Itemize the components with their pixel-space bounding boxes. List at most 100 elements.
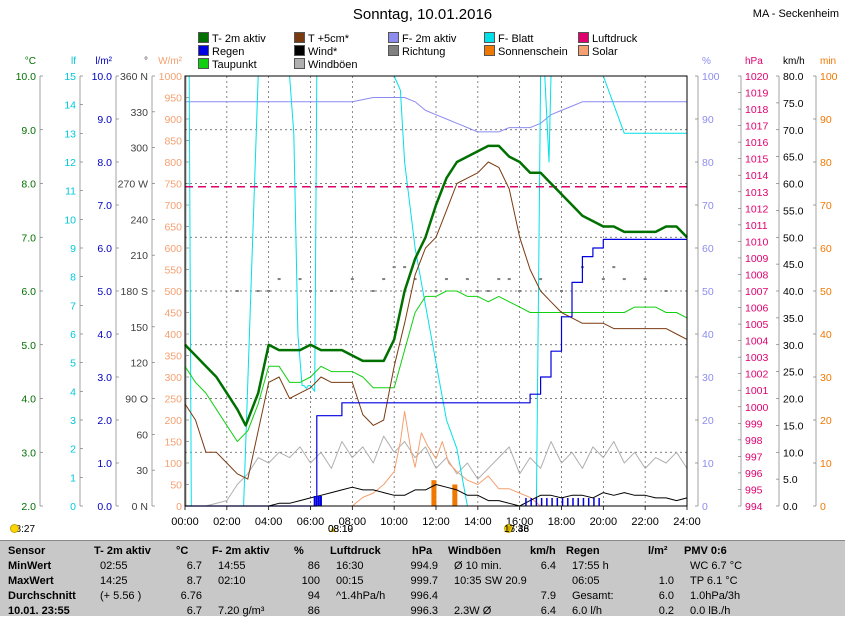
stats-column-header: F- 2m aktiv (212, 545, 270, 557)
hum-tick-label: 20 (702, 415, 714, 427)
legend-label: F- Blatt (498, 33, 534, 45)
wind-direction-mark (507, 278, 511, 281)
solar-tick-label: 400 (164, 329, 182, 341)
x-tick-label: 18:00 (548, 516, 576, 528)
legend-swatch (388, 32, 399, 43)
legend-item: Sonnenschein (484, 45, 568, 58)
press-tick-label: 1002 (745, 369, 769, 381)
leaf-tick-label: 12 (64, 157, 76, 169)
stats-cell-value: 6.4 (540, 560, 556, 572)
legend-swatch (294, 32, 305, 43)
stats-cell-time: Gesamt: (572, 590, 614, 602)
hum-tick-label: 10 (702, 458, 714, 470)
stats-label-max: MaxWert (8, 575, 54, 587)
x-tick-label: 24:00 (673, 516, 701, 528)
hum-tick-label: 70 (702, 200, 714, 212)
press-tick-label: 997 (745, 451, 763, 463)
legend-swatch (484, 32, 495, 43)
hum-tick-label: 40 (702, 329, 714, 341)
press-tick-label: 1011 (745, 220, 768, 232)
legend-swatch (578, 45, 589, 56)
hum-tick-label: 60 (702, 243, 714, 255)
leaf-tick-label: 4 (70, 386, 76, 398)
temp-tick-label: 8.0 (21, 179, 36, 191)
solar-tick-label: 1000 (159, 71, 183, 83)
stats-column-unit: km/h (530, 545, 556, 557)
stats-column-unit: % (294, 545, 304, 557)
wind-tick-label: 70.0 (783, 125, 804, 137)
press-tick-label: 1018 (745, 104, 769, 116)
sun-moon-row: 08:27 08:19 ▲ 08:10 16:46 ▼ 17:38 (10, 524, 530, 535)
wind-direction-mark (643, 278, 647, 281)
temp-tick-label: 9.0 (21, 125, 36, 137)
solar-tick-label: 300 (164, 372, 182, 384)
leaf-tick-label: 6 (70, 329, 76, 341)
stats-cell-value: 86 (307, 560, 320, 572)
hum-tick-label: 90 (702, 114, 714, 126)
sun-icon (504, 524, 513, 533)
stats-cell-time: 16:30 (336, 560, 364, 572)
legend-item: T- 2m aktiv (198, 32, 266, 45)
legend-item: T +5cm* (294, 32, 349, 45)
weather-chart: °C2.03.04.05.06.07.08.09.010.0lf01234567… (16, 56, 838, 528)
min-tick-label: 60 (820, 243, 832, 255)
stats-cell-value: 1.0 (658, 575, 674, 587)
temp-tick-label: 5.0 (21, 340, 36, 352)
rain-tick-label: 7.0 (97, 200, 112, 212)
leaf-tick-label: 11 (65, 186, 76, 198)
hum-tick-label: 100 (702, 71, 720, 83)
series-line-regen (185, 238, 687, 507)
min-tick-label: 100 (820, 71, 838, 83)
stats-label-avg: Durchschnitt (8, 590, 76, 602)
dir-tick-label: 300 (130, 143, 148, 155)
wind-direction-mark (267, 290, 271, 292)
series-line-t-2m-aktiv (184, 144, 688, 427)
x-tick-label: 12:00 (422, 516, 450, 528)
legend-label: T +5cm* (308, 33, 350, 45)
wind-direction-mark (486, 290, 490, 292)
wind-direction-mark (444, 278, 448, 281)
statistics-panel: Sensor MinWert MaxWert Durchschnitt 10.0… (0, 540, 845, 617)
station-name: MA - Seckenheim (752, 8, 839, 20)
chart-title: Sonntag, 10.01.2016 (352, 6, 493, 23)
dir-tick-label: 360 N (120, 71, 148, 83)
solar-tick-label: 650 (164, 222, 182, 234)
stats-column-header: T- 2m aktiv (94, 545, 151, 557)
solar-tick-label: 600 (164, 243, 182, 255)
stats-cell-time: 06:05 (572, 575, 600, 587)
wind-tick-label: 55.0 (783, 205, 804, 217)
press-tick-label: 1019 (745, 88, 769, 100)
legend-swatch (198, 45, 209, 56)
press-tick-label: 1004 (745, 336, 769, 348)
wind-tick-label: 5.0 (783, 474, 798, 486)
solar-tick-label: 200 (164, 415, 182, 427)
min-tick-label: 50 (820, 286, 832, 298)
press-tick-label: 1013 (745, 187, 769, 199)
hum-axis-unit: % (702, 56, 711, 67)
leaf-tick-label: 14 (64, 100, 76, 112)
legend-label: Solar (592, 46, 618, 58)
wind-direction-mark (465, 278, 469, 281)
stats-cell-value: 6.0 (658, 590, 674, 602)
solar-tick-label: 800 (164, 157, 182, 169)
leaf-axis-unit: lf (71, 56, 76, 67)
press-tick-label: 1001 (745, 385, 769, 397)
x-tick-label: 16:00 (506, 516, 534, 528)
wind-tick-label: 0.0 (783, 501, 798, 513)
stats-cell-value: 6.4 (540, 605, 556, 617)
press-tick-label: 1007 (745, 286, 769, 298)
solar-tick-label: 250 (164, 394, 182, 406)
legend-label: Richtung (402, 46, 446, 58)
legend: T- 2m aktiv T +5cm* F- 2m aktiv F- Blatt… (198, 32, 638, 74)
stats-cell-time: 14:55 (218, 560, 246, 572)
min-axis-unit: min (820, 56, 836, 67)
temp-axis-unit: °C (25, 56, 36, 67)
stats-cell-time: 6.0 l/h (572, 605, 602, 617)
hum-tick-label: 50 (702, 286, 714, 298)
dir-tick-label: 60 (136, 429, 148, 441)
stats-label-min: MinWert (8, 560, 52, 572)
stats-cell-time: 02:55 (100, 560, 128, 572)
stats-cell-time: Ø 10 min. (454, 560, 502, 572)
stats-cell-value: 94 (307, 590, 320, 602)
solar-axis-unit: W/m² (158, 56, 183, 67)
